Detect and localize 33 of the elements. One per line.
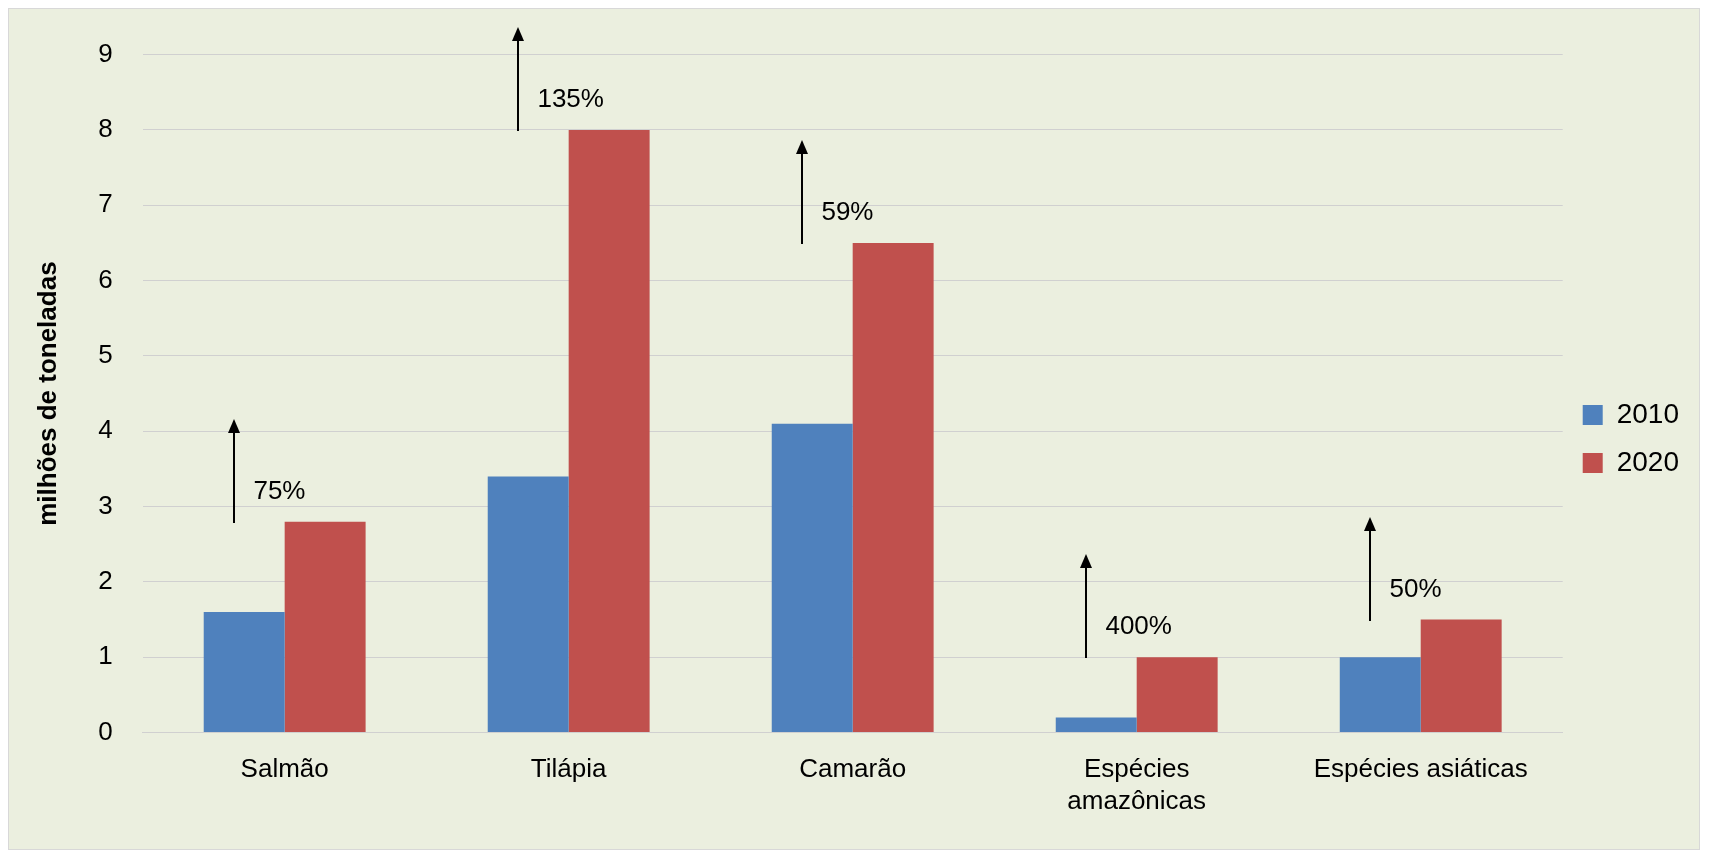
y-tick-label: 8 xyxy=(98,113,113,144)
x-tick-label: Espécies amazônicas xyxy=(1067,753,1207,815)
bar xyxy=(771,423,853,733)
annotation: 400% xyxy=(1105,610,1172,641)
x-tick-label: Salmão xyxy=(240,753,329,784)
y-tick-label: 9 xyxy=(98,37,113,68)
bar xyxy=(852,242,934,733)
bar xyxy=(1420,619,1502,733)
bar xyxy=(284,521,366,733)
annotation: 50% xyxy=(1389,572,1442,603)
bar xyxy=(203,612,285,733)
y-tick-label: 0 xyxy=(98,715,113,746)
y-tick-label: 2 xyxy=(98,565,113,596)
y-axis-title: milhões de toneladas xyxy=(31,261,62,526)
x-tick-label: Tilápia xyxy=(530,753,608,784)
y-tick-label: 1 xyxy=(98,640,113,671)
x-tick-label: Camarão xyxy=(799,753,907,784)
legend-label: 2020 xyxy=(1616,445,1680,477)
bar xyxy=(487,476,569,733)
bar xyxy=(568,129,650,733)
y-tick-label: 6 xyxy=(98,263,113,294)
annotation: 135% xyxy=(537,83,604,114)
bar xyxy=(1055,717,1137,733)
bar xyxy=(1339,657,1421,733)
annotation: 59% xyxy=(821,196,874,227)
y-tick-label: 7 xyxy=(98,188,113,219)
y-tick-label: 5 xyxy=(98,339,113,370)
annotation: 75% xyxy=(253,474,306,505)
bar xyxy=(1136,657,1218,733)
y-tick-label: 4 xyxy=(98,414,113,445)
legend-label: 2010 xyxy=(1616,397,1680,429)
y-tick-label: 3 xyxy=(98,489,113,520)
x-tick-label: Espécies asiáticas xyxy=(1313,753,1528,784)
